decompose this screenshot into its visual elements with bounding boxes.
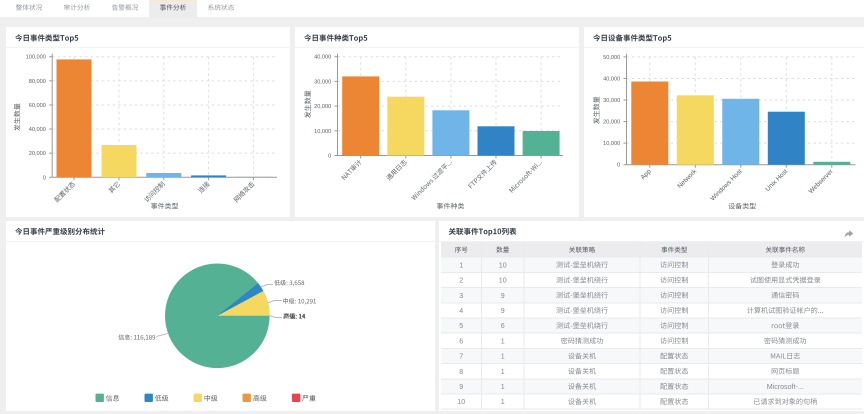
svg-text:20,000: 20,000 (29, 151, 46, 157)
svg-text:Microsoft-...: Microsoft-... (767, 383, 804, 391)
svg-text:10: 10 (499, 261, 507, 269)
svg-text:20,000: 20,000 (314, 104, 331, 110)
svg-text:40,000: 40,000 (29, 127, 46, 133)
svg-text:4: 4 (459, 307, 463, 315)
svg-text:30,000: 30,000 (603, 98, 620, 104)
svg-text:9: 9 (501, 292, 505, 300)
svg-text:9: 9 (501, 307, 505, 315)
svg-text:1: 1 (501, 353, 505, 361)
svg-text:1: 1 (501, 368, 505, 376)
svg-text:10: 10 (499, 277, 507, 285)
svg-text:6: 6 (501, 322, 505, 330)
svg-text:40,000: 40,000 (314, 55, 331, 61)
svg-text:8: 8 (459, 368, 463, 376)
svg-text:10: 10 (457, 398, 465, 406)
svg-text:40,000: 40,000 (603, 76, 620, 82)
svg-text:100,000: 100,000 (26, 55, 46, 61)
svg-text:1: 1 (501, 398, 505, 406)
svg-text:0: 0 (328, 154, 331, 160)
svg-text:1: 1 (501, 383, 505, 391)
svg-text:20,000: 20,000 (603, 120, 620, 126)
svg-text:60,000: 60,000 (29, 103, 46, 109)
svg-text:9: 9 (459, 383, 463, 391)
svg-text:6: 6 (459, 337, 463, 345)
svg-text:0: 0 (43, 175, 46, 181)
svg-text:10,000: 10,000 (603, 141, 620, 147)
svg-text:80,000: 80,000 (29, 79, 46, 85)
svg-text:5: 5 (459, 322, 463, 330)
svg-text:30,000: 30,000 (314, 79, 331, 85)
svg-text:1: 1 (459, 261, 463, 269)
svg-text:0: 0 (617, 163, 620, 169)
svg-text:7: 7 (459, 353, 463, 361)
svg-text:50,000: 50,000 (603, 55, 620, 61)
svg-text:2: 2 (459, 277, 463, 285)
svg-text:3: 3 (459, 292, 463, 300)
svg-text:10,000: 10,000 (314, 129, 331, 135)
svg-text:1: 1 (501, 337, 505, 345)
